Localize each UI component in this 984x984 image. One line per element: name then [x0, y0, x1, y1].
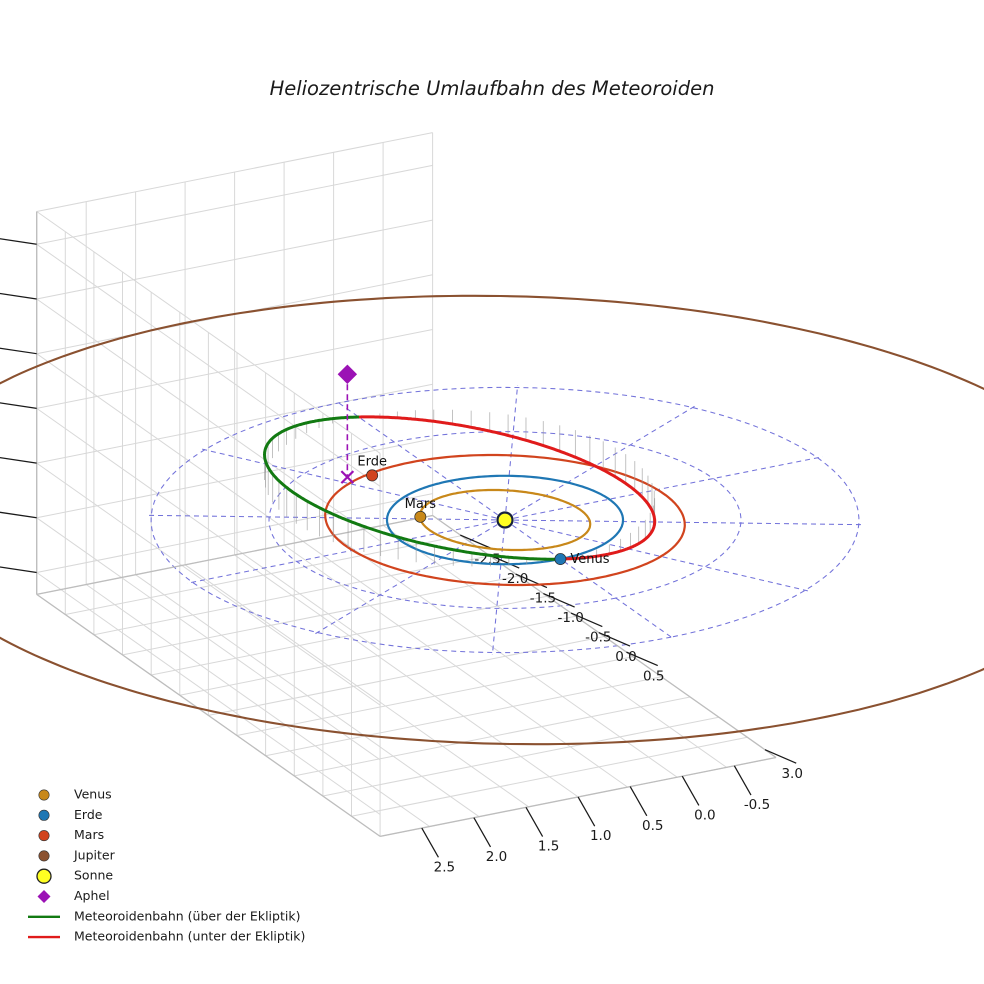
aphel-projection-marker — [340, 470, 355, 484]
legend-label: Meteoroidenbahn (über der Ekliptik) — [74, 908, 300, 923]
y-tick-label: -0.5 — [744, 797, 770, 813]
x-tick-label: -0.5 — [585, 630, 611, 646]
orbit-path-erde — [385, 474, 625, 566]
legend-item-mars[interactable]: Mars — [38, 827, 104, 842]
sun-marker — [496, 511, 514, 529]
planet-marker-mars — [366, 469, 379, 482]
aphel-marker — [337, 364, 358, 384]
jupiter-orbit — [0, 294, 984, 746]
legend-dot-icon — [38, 830, 50, 842]
x-tick-label: 3.0 — [781, 766, 802, 782]
x-tick-label: -1.5 — [530, 591, 556, 607]
x-tick-label: -2.0 — [502, 571, 528, 587]
body-label-venus: Mars — [405, 497, 437, 512]
y-tick-label: 1.5 — [538, 839, 559, 855]
legend-dot-icon — [38, 809, 50, 821]
x-tick-label: 0.0 — [615, 649, 636, 665]
legend-item-erde[interactable]: Erde — [38, 807, 103, 822]
legend-label: Mars — [74, 827, 104, 842]
y-tick-label: 0.0 — [694, 807, 715, 823]
body-label-erde: Venus — [570, 552, 609, 567]
meteoroid-below-ecliptic — [358, 415, 657, 561]
meteoroid-above-ecliptic — [263, 415, 562, 561]
legend-label: Erde — [74, 807, 103, 822]
planet-marker-venus — [414, 510, 427, 523]
y-tick-label: 2.0 — [486, 849, 507, 865]
meteoroid-orbit — [263, 415, 657, 561]
legend-diamond-icon — [37, 890, 51, 903]
planet-orbits — [324, 453, 686, 587]
axes-panes — [36, 132, 777, 837]
legend-sun-icon — [36, 868, 52, 884]
legend-label: Aphel — [74, 888, 110, 903]
body-label-mars: Erde — [357, 454, 387, 469]
legend-item-sonne[interactable]: Sonne — [36, 868, 113, 884]
orbit-path-mars — [324, 453, 686, 587]
legend-item-jupiter[interactable]: Jupiter — [38, 847, 116, 862]
planet-marker-erde — [554, 553, 567, 565]
orbit-stems — [264, 409, 656, 567]
x-tick-label: 0.5 — [643, 669, 664, 685]
orbit-path-venus — [418, 488, 592, 552]
legend-label: Venus — [74, 787, 112, 802]
legend-label: Jupiter — [73, 847, 116, 862]
y-tick-label: 2.5 — [434, 859, 455, 875]
legend-item-orbit-above[interactable]: Meteoroidenbahn (über der Ekliptik) — [28, 908, 300, 923]
axis-spines — [36, 211, 777, 838]
x-tick-label: -1.0 — [557, 610, 583, 626]
axis-tick-labels: -2.5-2.0-1.5-1.0-0.50.00.53.0-0.50.00.51… — [434, 552, 803, 876]
body-labels: Mars Venus Erde — [357, 454, 609, 567]
legend-label: Meteoroidenbahn (unter der Ekliptik) — [74, 929, 305, 944]
y-tick-label: 1.0 — [590, 828, 611, 844]
legend-dot-icon — [38, 789, 50, 801]
body-markers — [337, 364, 567, 565]
y-tick-label: 0.5 — [642, 818, 663, 834]
jupiter-orbit-path — [0, 294, 984, 746]
legend-label: Sonne — [74, 868, 113, 883]
legend-dot-icon — [38, 850, 50, 862]
legend-item-venus[interactable]: Venus — [38, 787, 112, 802]
legend-item-orbit-below[interactable]: Meteoroidenbahn (unter der Ekliptik) — [28, 929, 305, 944]
page-title: Heliozentrische Umlaufbahn des Meteoroid… — [270, 77, 715, 100]
legend-item-aphel[interactable]: Aphel — [37, 888, 110, 903]
legend: Venus Erde Mars Jupiter Sonne Aphel Meteoroide… — [28, 787, 305, 944]
